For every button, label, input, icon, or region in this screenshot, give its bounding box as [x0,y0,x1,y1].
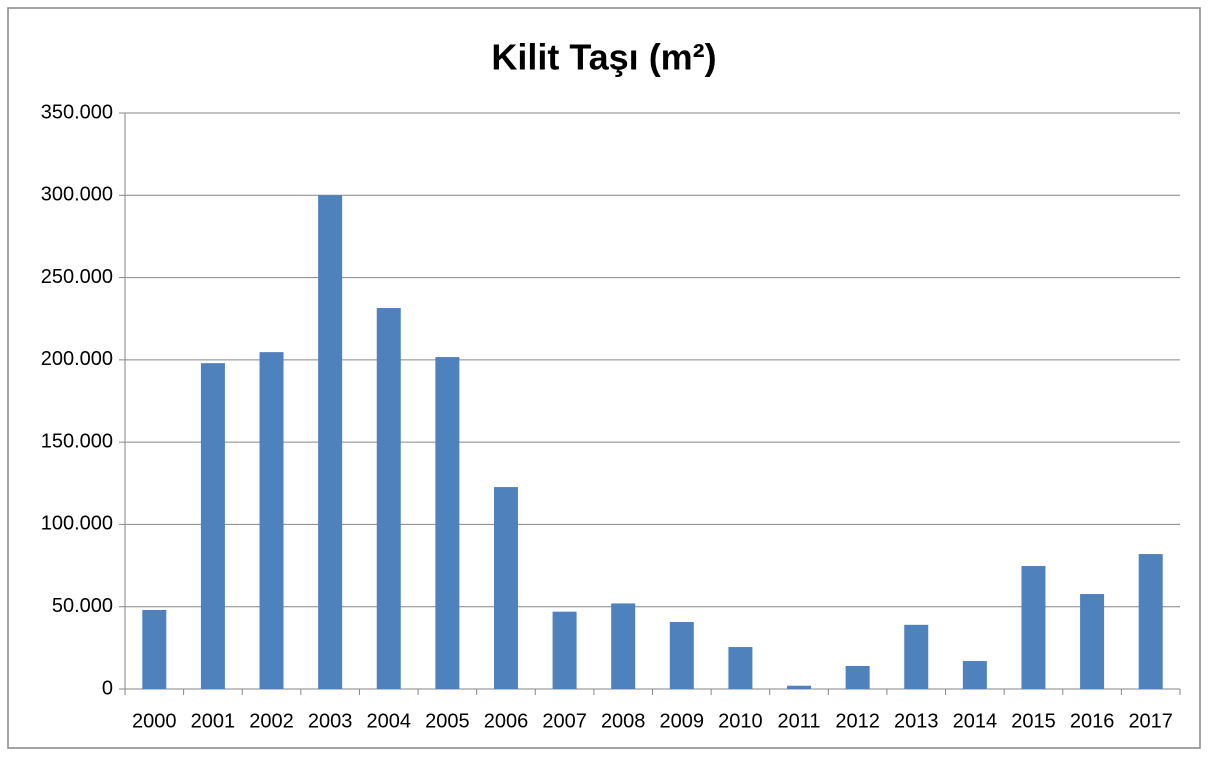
x-tick-label: 2006 [484,710,529,732]
y-tick-label: 0 [102,677,113,699]
bar [669,622,694,689]
x-tick-label: 2003 [308,710,353,732]
chart-title: Kilit Taşı (m²) [491,37,716,78]
bar [376,308,401,689]
x-tick-label: 2008 [601,710,646,732]
bar [904,624,929,689]
x-tick-label: 2014 [953,710,998,732]
bar [552,611,577,689]
chart-border [7,7,1201,749]
y-tick-label: 150.000 [41,430,113,452]
x-tick-label: 2000 [132,710,177,732]
bar [318,195,343,690]
bar [728,647,753,689]
x-tick-label: 2009 [660,710,705,732]
x-tick-label: 2011 [778,710,821,732]
y-tick-label: 250.000 [41,266,113,288]
y-tick-label: 50.000 [52,595,113,617]
bar [1021,566,1046,689]
x-tick-label: 2004 [367,710,412,732]
x-tick-label: 2017 [1128,710,1173,732]
bar [200,363,225,689]
bar [259,352,284,689]
bar [1080,594,1105,689]
y-tick-label: 200.000 [41,348,113,370]
bar [1138,554,1163,689]
x-tick-label: 2012 [835,710,880,732]
bar [787,685,812,689]
x-tick-label: 2013 [894,710,939,732]
x-tick-label: 2010 [718,710,763,732]
x-tick-label: 2002 [249,710,294,732]
x-tick-label: 2001 [191,710,236,732]
x-tick-label: 2007 [542,710,587,732]
y-tick-label: 350.000 [41,101,113,123]
bar [845,665,870,689]
y-tick-label: 100.000 [41,513,113,535]
bar [142,610,167,689]
bar [611,603,636,689]
bar [493,487,518,689]
x-tick-label: 2015 [1011,710,1056,732]
bar [962,661,987,689]
y-tick-label: 300.000 [41,184,113,206]
x-tick-label: 2005 [425,710,470,732]
bar [435,357,460,689]
x-tick-label: 2016 [1070,710,1115,732]
